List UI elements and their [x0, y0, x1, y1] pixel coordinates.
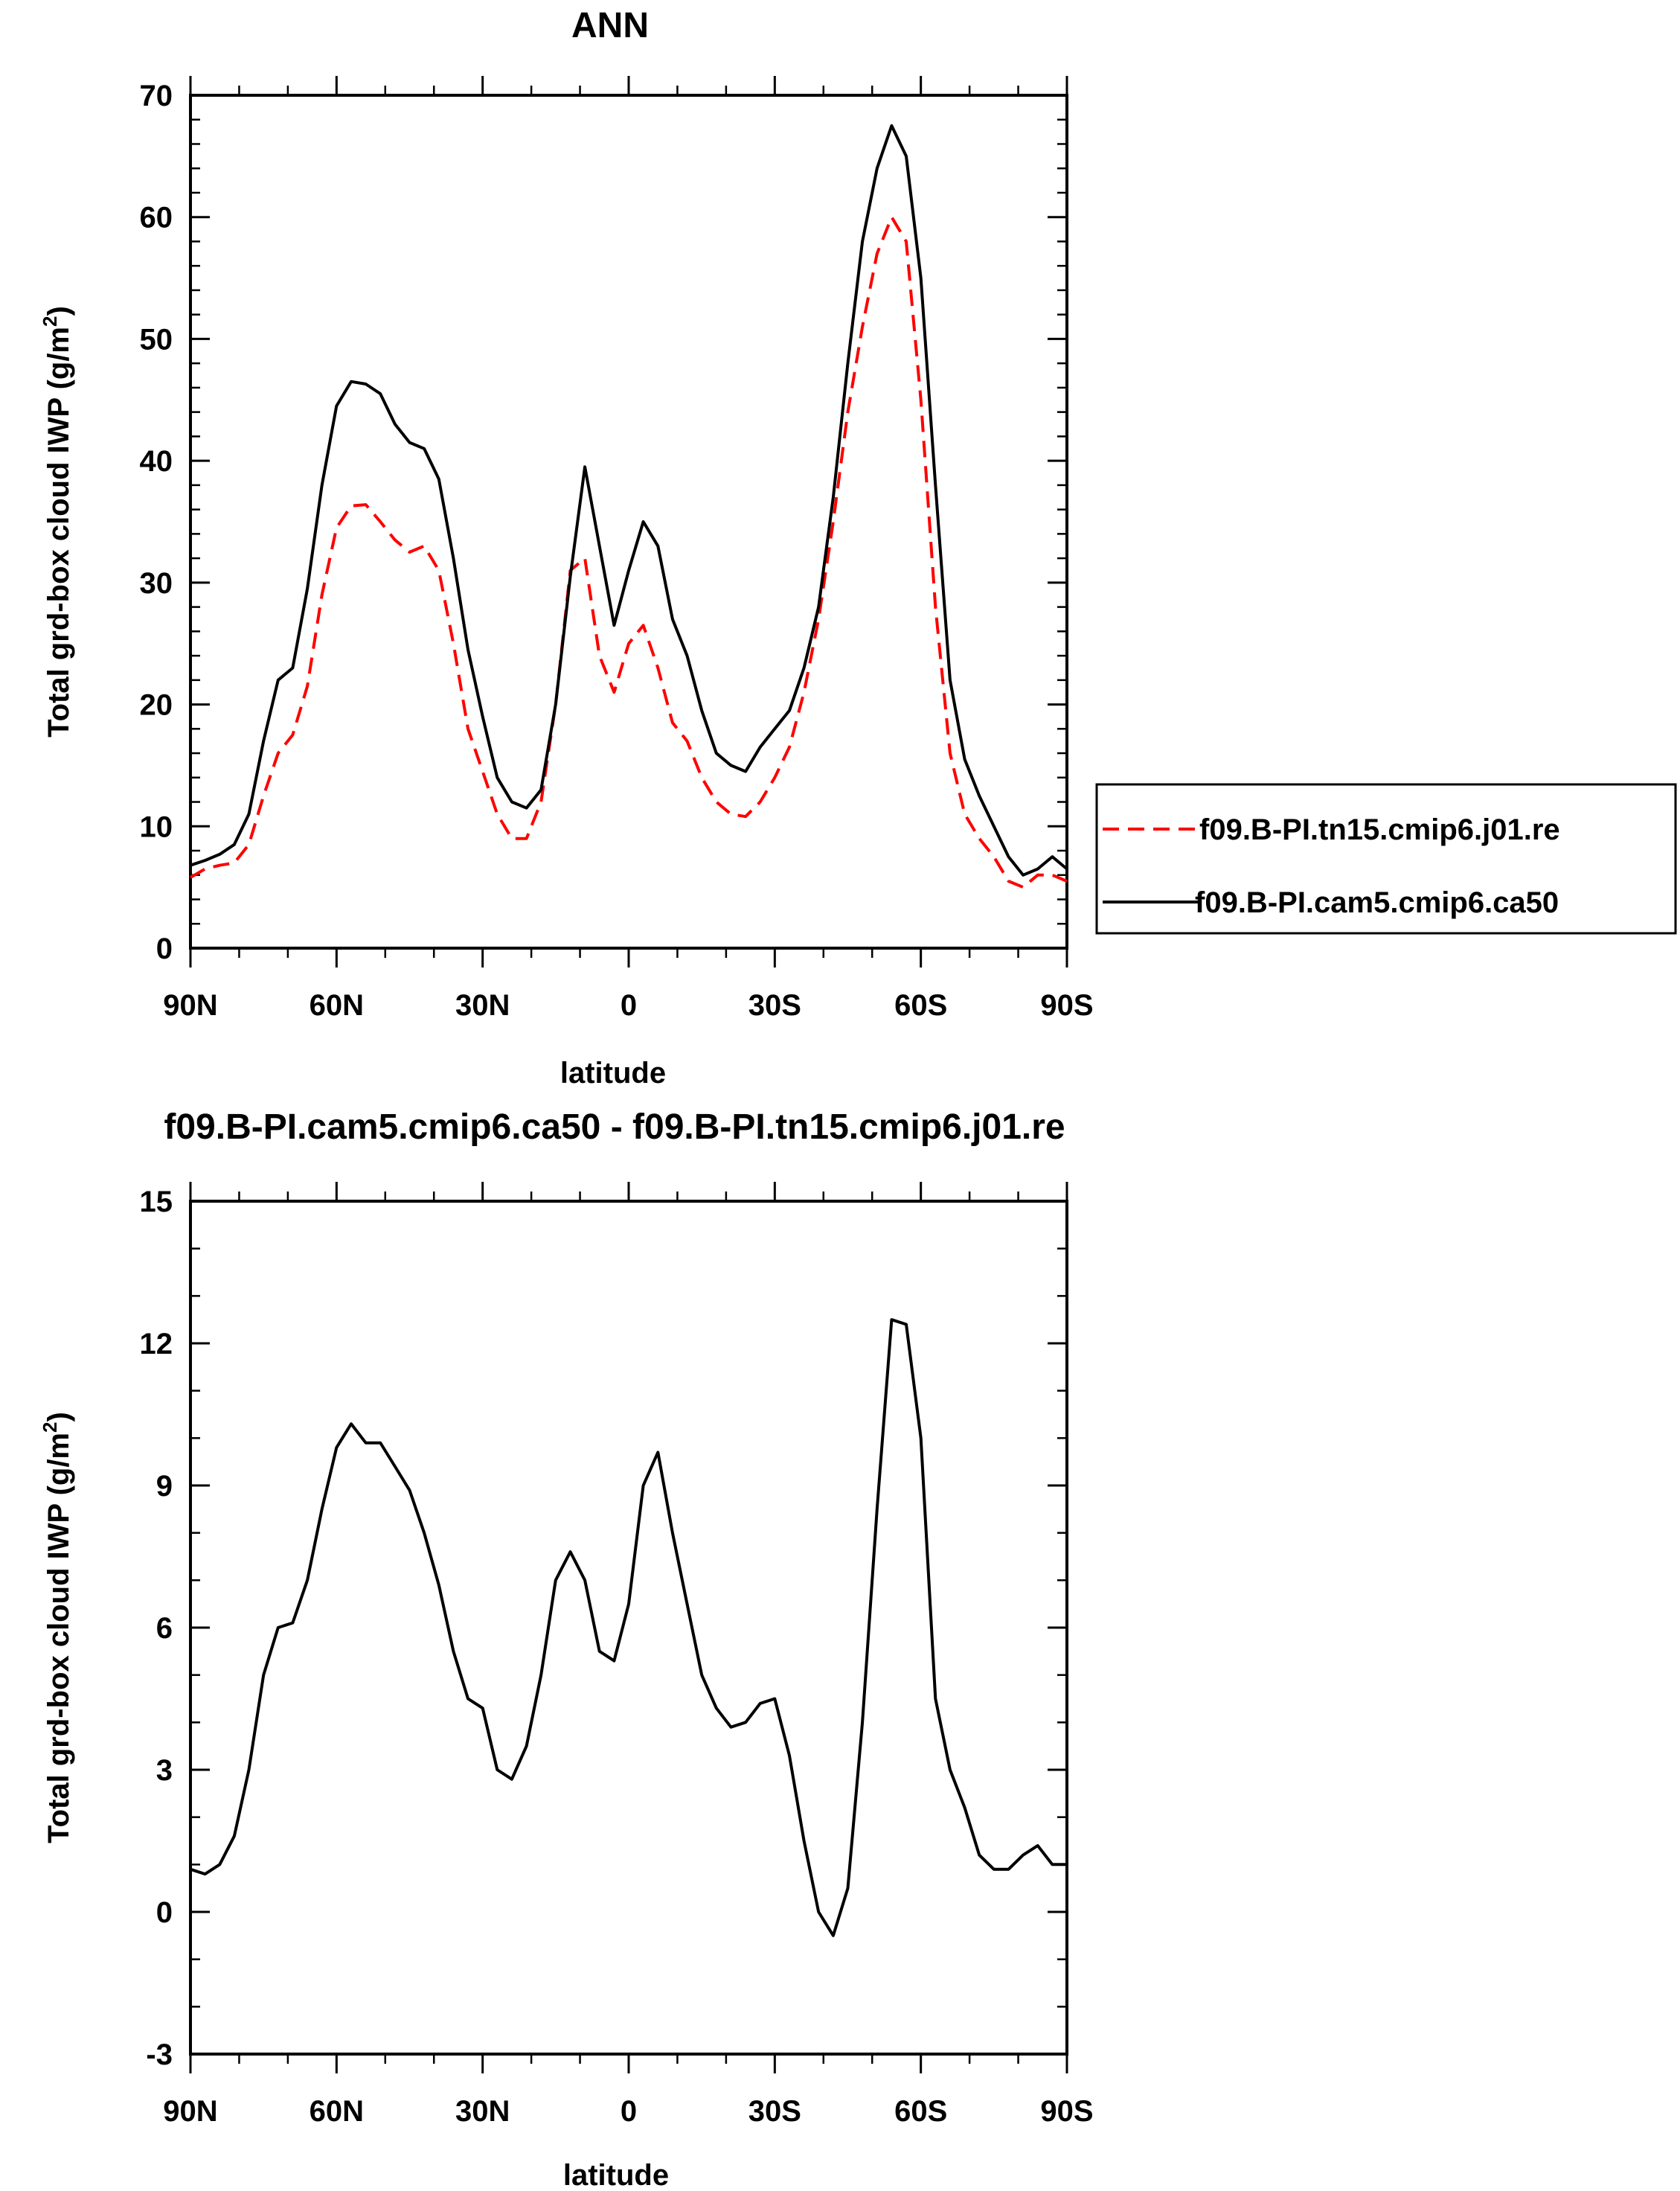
top-x-tick-label: 60N: [310, 989, 364, 1022]
bottom-x-tick-label: 90N: [163, 2095, 217, 2128]
top-x-tick-label: 90S: [1040, 989, 1093, 1022]
bottom-y-tick-label: 3: [156, 1754, 173, 1787]
legend-label-series-2: f09.B-PI.cam5.cmip6.ca50: [1195, 886, 1559, 919]
top-y-tick-label: 70: [140, 80, 173, 112]
top-tick-marks: [189, 76, 1068, 967]
legend-label-series-1: f09.B-PI.tn15.cmip6.j01.re: [1199, 813, 1560, 846]
bottom-chart-title: f09.B-PI.cam5.cmip6.ca50 - f09.B-PI.tn15…: [164, 1107, 1065, 1147]
top-series-line-1: [189, 215, 1068, 889]
top-y-tick-label: 20: [140, 689, 173, 722]
bottom-x-tick-label: 90S: [1040, 2095, 1093, 2128]
top-plot-area: [189, 76, 1068, 967]
top-y-tick-label: 30: [140, 567, 173, 600]
bottom-y-tick-label: 0: [156, 1896, 173, 1929]
bottom-x-tick-label: 30N: [455, 2095, 510, 2128]
top-y-tick-label: 10: [140, 810, 173, 843]
top-x-tick-label: 30S: [748, 989, 801, 1022]
legend-box: [1095, 783, 1677, 935]
bottom-y-tick-label: 12: [140, 1328, 173, 1360]
bottom-y-tick-label: 6: [156, 1612, 173, 1645]
top-y-tick-label: 60: [140, 202, 173, 234]
top-x-tick-label: 90N: [163, 989, 217, 1022]
top-y-tick-label: 0: [156, 933, 173, 965]
top-y-tick-label: 40: [140, 445, 173, 478]
bottom-x-tick-label: 60N: [310, 2095, 364, 2128]
bottom-panel: f09.B-PI.cam5.cmip6.ca50 - f09.B-PI.tn15…: [39, 1107, 1094, 2191]
bottom-y-tick-label: 9: [156, 1470, 173, 1503]
top-series-lines: [189, 124, 1068, 889]
top-x-tick-label: 30N: [455, 989, 510, 1022]
top-x-tick-label: 60S: [894, 989, 947, 1022]
top-chart-title: ANN: [571, 6, 649, 45]
top-x-axis-label: latitude: [560, 1057, 666, 1090]
bottom-series-lines: [190, 1318, 1067, 1937]
bottom-x-tick-label: 60S: [894, 2095, 947, 2128]
bottom-y-tick-labels: -3 0 3 6 9 12 15: [140, 1186, 173, 2071]
bottom-y-tick-label: -3: [146, 2038, 173, 2071]
bottom-x-tick-label: 30S: [748, 2095, 801, 2128]
bottom-y-axis-label: Total grd-box cloud IWP (g/m2): [39, 1412, 75, 1843]
legend: f09.B-PI.tn15.cmip6.j01.re f09.B-PI.cam5…: [1095, 783, 1677, 935]
top-x-tick-labels: 90N 60N 30N 0 30S 60S 90S: [163, 989, 1093, 1022]
top-x-tick-label: 0: [621, 989, 637, 1022]
bottom-x-tick-labels: 90N 60N 30N 0 30S 60S 90S: [163, 2095, 1093, 2128]
top-series-line-2: [190, 124, 1068, 877]
bottom-plot-area: [189, 1182, 1068, 2073]
bottom-y-tick-label: 15: [140, 1186, 173, 1218]
bottom-series-line-1: [190, 1318, 1067, 1937]
bottom-plot-frame: [189, 1200, 1068, 2056]
bottom-x-axis-label: latitude: [563, 2159, 669, 2191]
bottom-x-tick-label: 0: [621, 2095, 637, 2128]
top-y-tick-label: 50: [140, 323, 173, 356]
bottom-tick-marks: [189, 1182, 1068, 2073]
top-plot-frame: [189, 94, 1068, 950]
top-y-axis-label: Total grd-box cloud IWP (g/m2): [39, 306, 75, 738]
top-y-tick-labels: 0 10 20 30 40 50 60 70: [140, 80, 173, 965]
